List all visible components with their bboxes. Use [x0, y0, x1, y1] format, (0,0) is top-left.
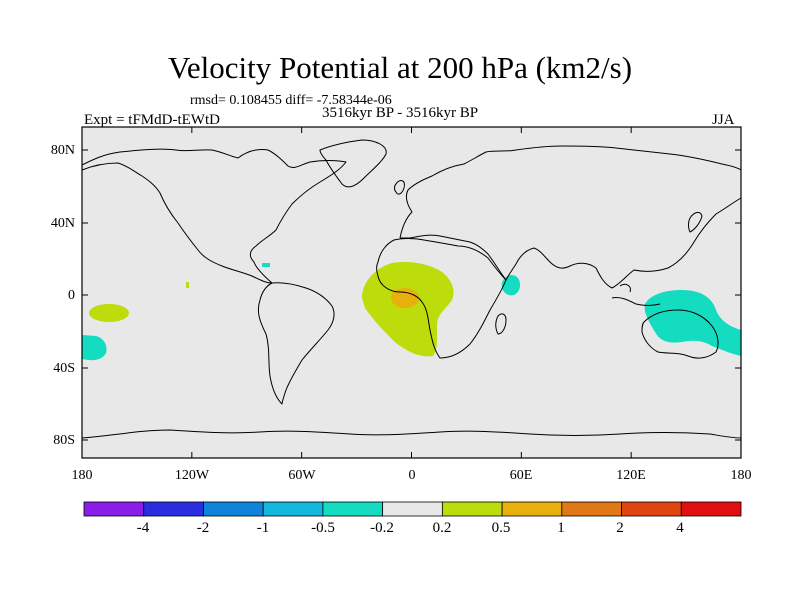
lat-tick-label: 80S: [53, 433, 75, 448]
coast-uk: [394, 180, 405, 195]
axis-ticks: [81, 127, 742, 458]
coast-south-america: [257, 282, 335, 405]
colorbar-box: [501, 501, 563, 517]
experiment-label: Expt = tFMdD-tEWtD: [84, 112, 220, 128]
colorbar-box: [441, 501, 503, 517]
lon-tick-label: 0: [408, 468, 416, 483]
colorbar-box: [680, 501, 742, 517]
lon-tick-label: 180: [71, 468, 93, 483]
colorbar-box: [83, 501, 145, 517]
coast-greenland: [319, 139, 387, 188]
chart-title: Velocity Potential at 200 hPa (km2/s): [167, 50, 633, 85]
colorbar-box: [262, 501, 324, 517]
lon-tick-label: 180: [730, 468, 752, 483]
colorbar-label: -0.2: [370, 520, 394, 536]
lat-tick-label: 40S: [53, 361, 75, 376]
season-label: JJA: [712, 112, 735, 128]
colorbar-label: 1: [557, 520, 565, 536]
anomaly-east-pacific-dot: [186, 282, 189, 288]
colorbar-label: 4: [676, 520, 684, 536]
colorbar-box: [561, 501, 622, 517]
colorbar-label: 0.2: [432, 520, 452, 536]
coast-north-america: [81, 148, 347, 284]
coast-africa-europe: [376, 238, 507, 359]
coast-japan: [688, 211, 703, 233]
coast-australia: [641, 309, 719, 359]
colorbar-label: 0.5: [491, 520, 511, 536]
stats-label: rmsd= 0.108455 diff= -7.58344e-06: [190, 93, 392, 108]
lon-tick-label: 120E: [616, 468, 646, 483]
anomaly-central-pacific: [89, 304, 129, 322]
colorbar-label: -4: [136, 520, 150, 536]
lon-tick-label: 120W: [174, 468, 210, 483]
lat-tick-label: 0: [68, 288, 75, 303]
lon-tick-label: 60W: [288, 468, 316, 483]
colorbar-label: -2: [196, 520, 210, 536]
colorbar-box: [382, 501, 443, 517]
coast-madagascar: [495, 313, 507, 335]
colorbar-label: -1: [256, 520, 270, 536]
anomaly-guinea-core: [391, 288, 419, 308]
colorbar-box: [143, 501, 204, 517]
anomaly-south-pacific: [82, 335, 107, 361]
coast-indonesia: [611, 283, 661, 306]
colorbar-box: [322, 501, 384, 517]
coast-eurasia: [399, 145, 742, 289]
coast-antarctica: [81, 429, 742, 439]
anomaly-caribbean: [262, 263, 270, 267]
colorbar-box: [203, 501, 264, 517]
lon-tick-label: 60E: [509, 468, 533, 483]
colorbar-label: 2: [616, 520, 624, 536]
lat-tick-label: 80N: [50, 143, 75, 158]
period-label: 3516kyr BP - 3516kyr BP: [322, 105, 479, 121]
lat-tick-label: 40N: [50, 216, 75, 231]
colorbar: [83, 501, 742, 517]
colorbar-label: -0.5: [311, 520, 335, 536]
colorbar-box: [621, 501, 682, 517]
anomaly-maritime-australia: [644, 290, 741, 356]
coastlines: [81, 139, 742, 439]
